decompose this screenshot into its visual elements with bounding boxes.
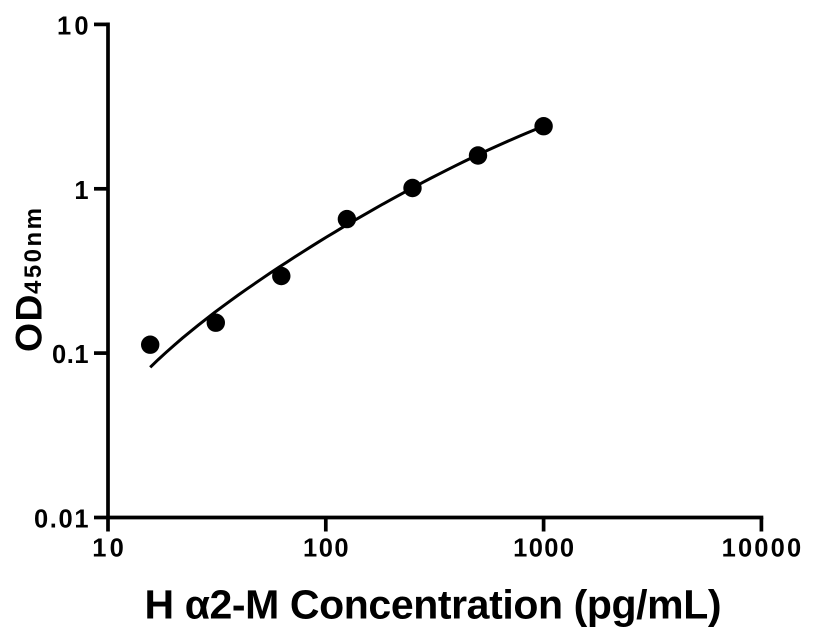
svg-text:10: 10 — [92, 534, 124, 562]
svg-text:1: 1 — [74, 177, 88, 205]
svg-text:10000: 10000 — [722, 534, 802, 562]
svg-text:0.01: 0.01 — [34, 506, 89, 534]
svg-text:450nm: 450nm — [20, 208, 47, 294]
svg-text:0.1: 0.1 — [52, 341, 89, 369]
svg-text:H α2-M Concentration (pg/mL): H α2-M Concentration (pg/mL) — [145, 582, 722, 628]
svg-text:1000: 1000 — [513, 534, 574, 562]
svg-text:OD: OD — [7, 295, 49, 353]
svg-text:100: 100 — [303, 534, 349, 562]
svg-text:10: 10 — [57, 12, 89, 40]
